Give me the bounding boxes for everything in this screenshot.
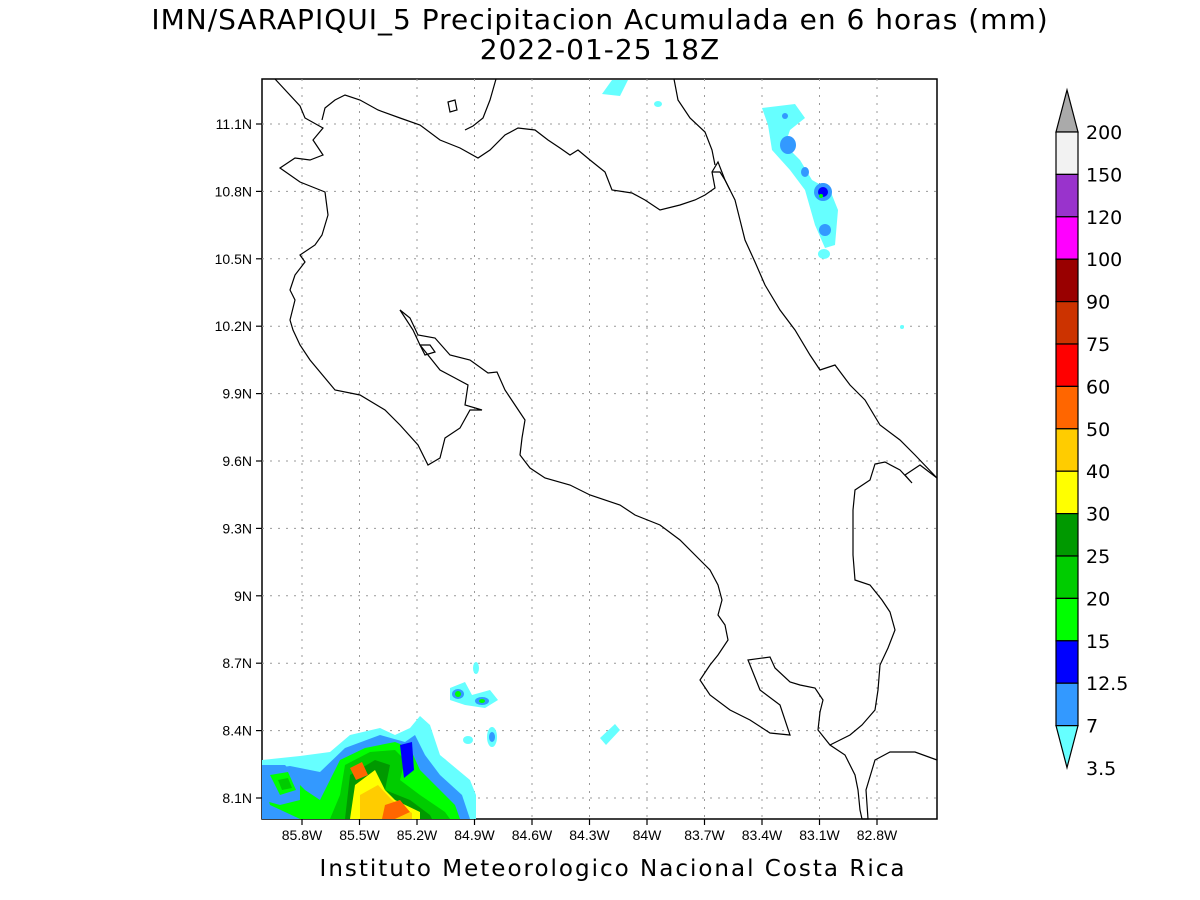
colorbar-label: 30 xyxy=(1086,504,1110,526)
lon-tick-label: 84W xyxy=(633,827,663,843)
map-frame xyxy=(261,78,938,820)
colorbar-label: 7 xyxy=(1086,716,1098,738)
lat-tick-label: 8.7N xyxy=(222,655,252,671)
colorbar-swatch xyxy=(1055,216,1079,260)
colorbar-swatch xyxy=(1055,555,1079,600)
colorbar-label: 60 xyxy=(1086,376,1110,398)
lat-tick-label: 8.1N xyxy=(222,790,252,806)
colorbar: 200 150 120 100 90 75 60 50 40 30 25 20 15 12.5 7 3.5 xyxy=(1055,87,1128,780)
lat-tick-label: 10.8N xyxy=(215,183,252,199)
colorbar-label: 120 xyxy=(1086,207,1122,229)
lat-tick-label: 8.4N xyxy=(222,723,252,739)
colorbar-label: 40 xyxy=(1086,461,1110,483)
lon-tick-label: 85.2W xyxy=(397,827,438,843)
colorbar-swatch xyxy=(1055,640,1079,684)
colorbar-label: 20 xyxy=(1086,588,1110,610)
map-datetime: 2022-01-25 18Z xyxy=(479,33,721,66)
colorbar-label: 25 xyxy=(1086,546,1110,568)
colorbar-label: 150 xyxy=(1086,164,1122,186)
lon-tick-label: 84.3W xyxy=(569,827,610,843)
rain-area-12mm xyxy=(400,742,414,778)
footer-credit: Instituto Meteorologico Nacional Costa R… xyxy=(319,856,907,882)
lon-tick-label: 85.8W xyxy=(282,827,323,843)
map-title: IMN/SARAPIQUI_5 Precipitacion Acumulada … xyxy=(151,3,1049,36)
colorbar-swatch xyxy=(1055,428,1079,472)
lon-tick-label: 83.7W xyxy=(684,827,725,843)
colorbar-swatch xyxy=(1055,301,1079,345)
lat-tick-label: 9.3N xyxy=(222,520,252,536)
lon-tick-label: 84.9W xyxy=(454,827,495,843)
colorbar-swatch xyxy=(1055,343,1079,388)
colorbar-swatch xyxy=(1055,597,1079,642)
precipitation-field xyxy=(262,80,904,819)
colorbar-swatch xyxy=(1055,258,1079,303)
colorbar-label: 15 xyxy=(1086,631,1110,653)
colorbar-label: 90 xyxy=(1086,292,1110,314)
rain-area-50mm xyxy=(350,762,410,819)
colorbar-swatch xyxy=(1055,512,1079,557)
colorbar-label: 50 xyxy=(1086,419,1110,441)
lon-tick-label: 82.8W xyxy=(857,827,898,843)
colorbar-swatch xyxy=(1055,131,1079,176)
lon-tick-label: 83.4W xyxy=(742,827,783,843)
lat-tick-label: 9.9N xyxy=(222,386,252,402)
colorbar-swatch xyxy=(1055,682,1079,727)
colorbar-label: 100 xyxy=(1086,249,1122,271)
latitude-labels: 11.1N 10.8N 10.5N 10.2N 9.9N 9.6N 9.3N 9N 8.7N 8.… xyxy=(215,116,262,806)
colorbar-label: 75 xyxy=(1086,334,1110,356)
lat-tick-label: 10.2N xyxy=(215,318,252,334)
lon-tick-label: 83.1W xyxy=(799,827,840,843)
colorbar-swatch xyxy=(1055,385,1079,430)
rain-cell-ne xyxy=(762,104,838,248)
colorbar-swatch xyxy=(1055,173,1079,218)
lon-tick-label: 84.6W xyxy=(512,827,553,843)
colorbar-label: 3.5 xyxy=(1086,758,1116,780)
lon-tick-label: 85.5W xyxy=(339,827,380,843)
lat-tick-label: 9N xyxy=(234,588,252,604)
colorbar-label: 200 xyxy=(1086,122,1122,144)
colorbar-label: 12.5 xyxy=(1086,673,1128,695)
longitude-labels: 85.8W 85.5W 85.2W 84.9W 84.6W 84.3W 84W 83.7W 83… xyxy=(282,819,898,843)
colorbar-min-triangle xyxy=(1055,725,1079,770)
lat-tick-label: 11.1N xyxy=(216,116,252,132)
coastline xyxy=(274,78,938,820)
colorbar-swatch xyxy=(1055,470,1079,515)
lat-tick-label: 10.5N xyxy=(215,251,252,267)
colorbar-max-triangle xyxy=(1055,87,1079,133)
lat-tick-label: 9.6N xyxy=(222,453,252,469)
